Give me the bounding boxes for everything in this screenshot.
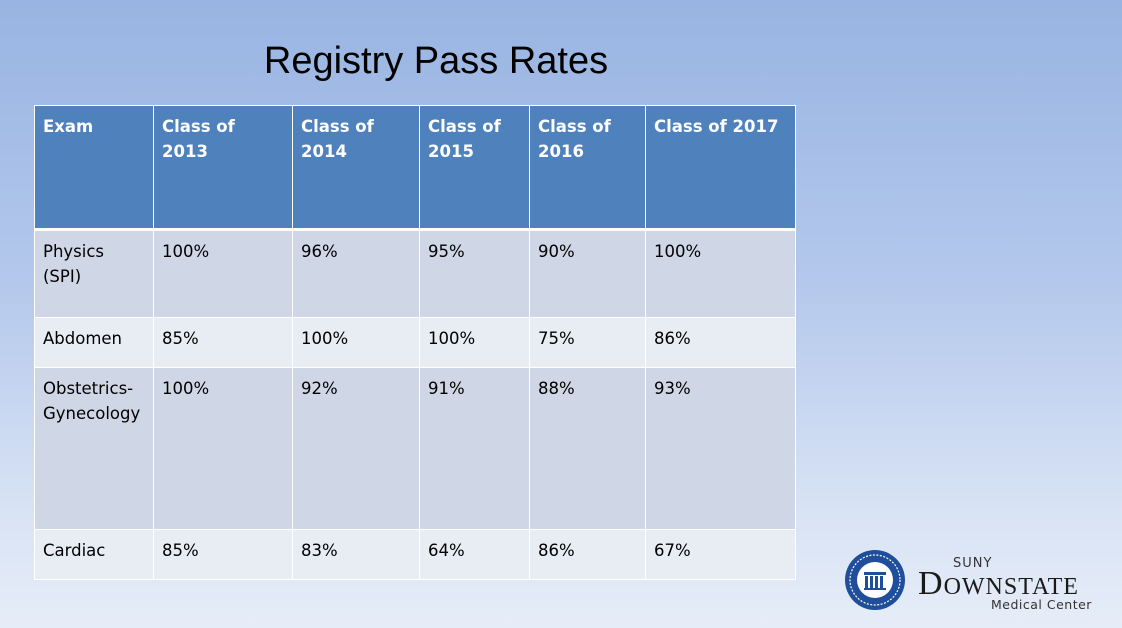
rate-cell: 67% bbox=[645, 529, 796, 580]
university-seal-icon bbox=[845, 550, 905, 610]
rate-cell: 85% bbox=[153, 529, 293, 580]
table-row: Cardiac 85% 83% 64% 86% 67% bbox=[34, 529, 796, 580]
rate-cell: 100% bbox=[153, 229, 293, 318]
header-class-2014: Class of 2014 bbox=[292, 105, 420, 231]
exam-cell: Obstetrics-Gynecology bbox=[34, 367, 154, 530]
header-class-2016: Class of 2016 bbox=[529, 105, 646, 231]
header-class-2017: Class of 2017 bbox=[645, 105, 796, 231]
suny-downstate-logo: SUNY DOWNSTATE Medical Center bbox=[842, 548, 1102, 614]
logo-subtitle: Medical Center bbox=[991, 597, 1092, 612]
rate-cell: 88% bbox=[529, 367, 646, 530]
exam-cell: Abdomen bbox=[34, 317, 154, 368]
exam-cell: Physics (SPI) bbox=[34, 229, 154, 318]
rate-cell: 100% bbox=[292, 317, 420, 368]
rate-cell: 100% bbox=[645, 229, 796, 318]
rate-cell: 90% bbox=[529, 229, 646, 318]
rate-cell: 100% bbox=[153, 367, 293, 530]
rate-cell: 83% bbox=[292, 529, 420, 580]
header-exam: Exam bbox=[34, 105, 154, 231]
pass-rates-table: Exam Class of 2013 Class of 2014 Class o… bbox=[34, 105, 796, 580]
rate-cell: 92% bbox=[292, 367, 420, 530]
table-row: Abdomen 85% 100% 100% 75% 86% bbox=[34, 317, 796, 368]
rate-cell: 95% bbox=[419, 229, 530, 318]
table-header-row: Exam Class of 2013 Class of 2014 Class o… bbox=[34, 105, 796, 231]
rate-cell: 86% bbox=[645, 317, 796, 368]
exam-cell: Cardiac bbox=[34, 529, 154, 580]
rate-cell: 86% bbox=[529, 529, 646, 580]
logo-suny-text: SUNY bbox=[953, 556, 993, 571]
logo-downstate-text: DOWNSTATE bbox=[918, 565, 1079, 603]
rate-cell: 85% bbox=[153, 317, 293, 368]
slide-title: Registry Pass Rates bbox=[263, 40, 609, 82]
rate-cell: 96% bbox=[292, 229, 420, 318]
rate-cell: 75% bbox=[529, 317, 646, 368]
logo-name-rest: OWNSTATE bbox=[943, 574, 1079, 600]
rate-cell: 100% bbox=[419, 317, 530, 368]
header-class-2015: Class of 2015 bbox=[419, 105, 530, 231]
rate-cell: 64% bbox=[419, 529, 530, 580]
table-row: Obstetrics-Gynecology 100% 92% 91% 88% 9… bbox=[34, 367, 796, 530]
table-row: Physics (SPI) 100% 96% 95% 90% 100% bbox=[34, 229, 796, 318]
logo-initial: D bbox=[918, 565, 944, 602]
header-class-2013: Class of 2013 bbox=[153, 105, 293, 231]
rate-cell: 91% bbox=[419, 367, 530, 530]
rate-cell: 93% bbox=[645, 367, 796, 530]
